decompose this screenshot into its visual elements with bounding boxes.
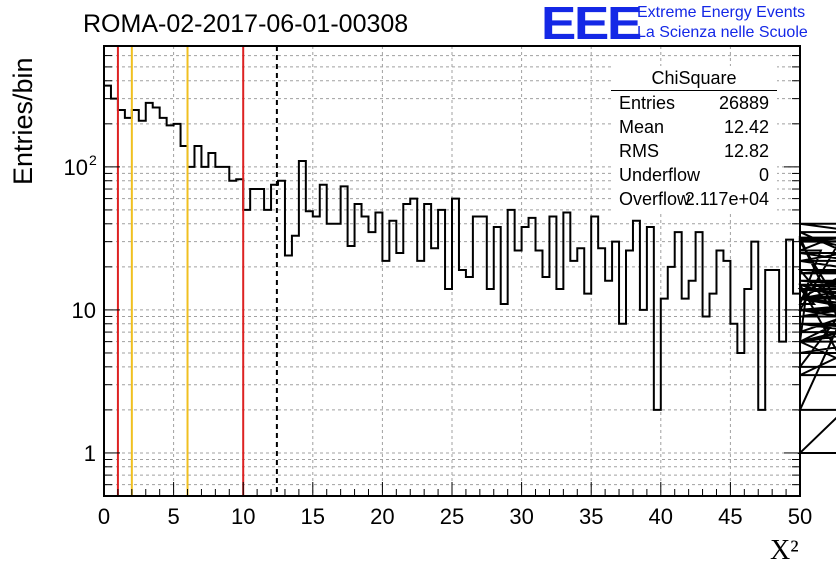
y-tick-label: 10	[64, 155, 88, 180]
stats-label: Mean	[619, 117, 665, 137]
histogram-line	[103, 84, 836, 496]
logo-mark: EEE	[541, 0, 642, 49]
x-tick-label: 35	[579, 504, 603, 529]
x-tick-label: 20	[370, 504, 394, 529]
stats-value: 12.42	[723, 117, 769, 137]
stats-label: Underflow	[619, 165, 701, 185]
stats-value: 2.117e+04	[684, 189, 769, 209]
stats-row-mean: Mean 12.42	[619, 117, 769, 139]
plot-title: ROMA-02-2017-06-01-00308	[83, 10, 409, 38]
stats-label: Overflow	[619, 189, 691, 209]
stats-value: 12.82	[723, 141, 769, 161]
stats-row-underflow: Underflow 0	[619, 165, 769, 187]
y-tick-label: 1	[84, 441, 96, 466]
stats-name: ChiSquare	[651, 68, 737, 88]
y-axis-label: Entries/bin	[8, 57, 38, 185]
x-tick-label: 10	[231, 504, 255, 529]
y-tick-exponent: 2	[89, 152, 97, 168]
x-tick-label: 25	[440, 504, 464, 529]
x-tick-label: 40	[649, 504, 673, 529]
logo-line1: Extreme Energy Events	[637, 4, 806, 21]
stats-value: 0	[758, 165, 769, 185]
x-tick-label: 15	[301, 504, 325, 529]
stats-row-overflow: Overflow 2.117e+04	[619, 189, 769, 211]
x-tick-label: 0	[98, 504, 110, 529]
stats-label: Entries	[619, 93, 676, 113]
logo-line2: La Scienza nelle Scuole	[637, 24, 808, 41]
grid-lines	[104, 46, 800, 496]
stats-row-rms: RMS 12.82	[619, 141, 769, 163]
stats-row-entries: Entries 26889	[619, 93, 769, 115]
x-tick-label: 50	[788, 504, 812, 529]
stats-box: ChiSquare Entries 26889 Mean 12.42 RMS 1…	[611, 66, 777, 212]
stats-divider	[611, 90, 777, 91]
stats-label: RMS	[619, 141, 659, 161]
y-tick-label: 10	[72, 298, 96, 323]
stats-value: 26889	[718, 93, 769, 113]
x-tick-label: 30	[509, 504, 533, 529]
marker-lines	[116, 46, 278, 496]
x-tick-label: 5	[167, 504, 179, 529]
x-axis-label: X²	[770, 535, 799, 566]
x-tick-label: 45	[718, 504, 742, 529]
x-ticks: 0 5 10 15 20 25 30 35 40 45 50	[98, 482, 812, 529]
